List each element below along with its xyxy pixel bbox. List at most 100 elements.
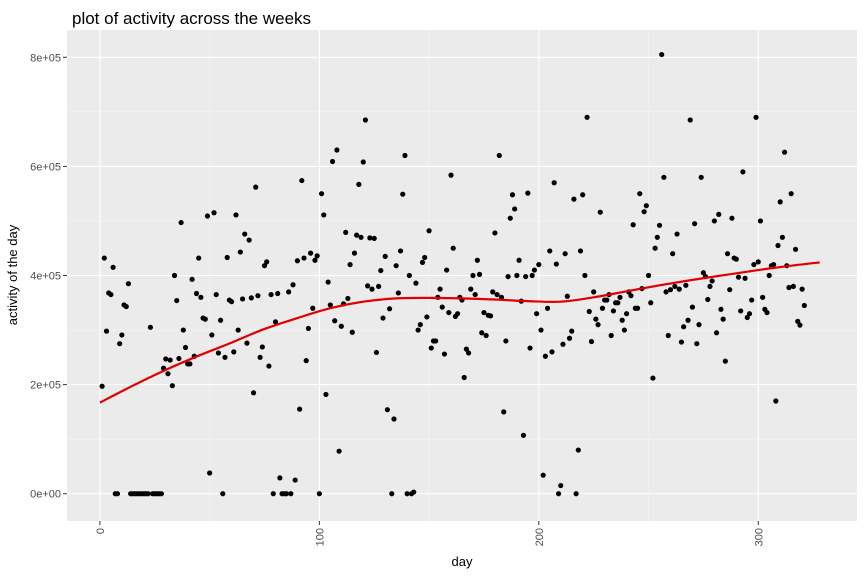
- data-point: [213, 291, 219, 298]
- data-point: [740, 169, 746, 175]
- data-point: [540, 472, 546, 478]
- data-point: [597, 209, 603, 215]
- data-point: [514, 272, 520, 279]
- data-point: [373, 349, 380, 356]
- data-point: [169, 383, 175, 389]
- data-point: [749, 297, 755, 303]
- data-point: [757, 218, 764, 224]
- data-point: [465, 350, 472, 356]
- data-point: [404, 491, 410, 497]
- data-point: [586, 308, 592, 315]
- data-point: [294, 258, 301, 264]
- data-point: [549, 349, 555, 355]
- data-point: [145, 491, 151, 497]
- data-point: [663, 289, 669, 295]
- data-point: [384, 407, 390, 413]
- data-point: [795, 318, 801, 324]
- data-point: [751, 261, 757, 268]
- data-point: [766, 272, 772, 279]
- data-point: [689, 304, 696, 310]
- x-axis-ticks: 0 100 200 300: [95, 521, 765, 546]
- data-point: [239, 296, 246, 302]
- data-point: [286, 289, 292, 295]
- data-point: [360, 159, 366, 165]
- data-point: [637, 191, 643, 197]
- data-point: [608, 332, 614, 339]
- data-point: [450, 245, 456, 251]
- data-point: [595, 322, 601, 328]
- data-point: [470, 272, 476, 279]
- data-point: [334, 147, 340, 153]
- data-point: [303, 358, 309, 364]
- data-point: [354, 232, 360, 238]
- data-point: [735, 274, 742, 280]
- data-point: [218, 317, 224, 323]
- data-point: [472, 291, 478, 298]
- data-point: [760, 294, 766, 300]
- data-point: [696, 322, 702, 328]
- data-point: [764, 309, 770, 316]
- data-point: [670, 251, 676, 257]
- data-point: [562, 251, 568, 257]
- data-point: [198, 294, 204, 300]
- data-point: [474, 257, 480, 263]
- data-point: [189, 276, 195, 282]
- data-point: [182, 344, 189, 351]
- data-point: [525, 190, 531, 196]
- data-point: [277, 475, 283, 481]
- data-point: [634, 305, 641, 311]
- data-point: [272, 319, 279, 325]
- data-point: [694, 341, 700, 347]
- data-point: [534, 311, 540, 317]
- data-point: [351, 250, 358, 256]
- data-point: [336, 448, 342, 454]
- data-point: [755, 259, 761, 265]
- data-point: [553, 261, 559, 267]
- data-point: [117, 341, 123, 347]
- data-point: [235, 327, 241, 333]
- data-point: [268, 291, 274, 298]
- data-point: [299, 177, 305, 184]
- data-point: [575, 447, 581, 453]
- data-point: [391, 416, 397, 422]
- data-point: [542, 353, 548, 359]
- data-point: [744, 314, 750, 321]
- data-point: [307, 250, 314, 256]
- data-point: [591, 289, 597, 295]
- data-point: [270, 491, 276, 497]
- data-point: [163, 356, 169, 362]
- data-point: [419, 259, 426, 266]
- data-point: [233, 212, 239, 218]
- data-point: [672, 283, 678, 290]
- data-point: [176, 355, 182, 362]
- data-point: [777, 199, 783, 205]
- data-point: [659, 51, 665, 58]
- data-point: [222, 354, 228, 360]
- data-point: [323, 391, 329, 398]
- data-point: [573, 491, 579, 497]
- data-point: [476, 271, 483, 278]
- data-point: [520, 432, 527, 438]
- chart-title: plot of activity across the weeks: [72, 9, 311, 28]
- data-point: [544, 305, 551, 311]
- data-point: [211, 210, 217, 216]
- y-tick-label: 8e+05: [30, 52, 61, 64]
- data-point: [204, 213, 211, 219]
- data-point: [496, 152, 502, 159]
- data-point: [402, 152, 408, 159]
- data-point: [292, 477, 298, 483]
- data-point: [584, 114, 590, 120]
- x-tick-label: 300: [753, 528, 765, 546]
- data-point: [481, 309, 487, 316]
- data-point: [483, 332, 489, 339]
- x-axis-title: day: [452, 554, 473, 569]
- data-point: [220, 491, 226, 497]
- data-point: [753, 114, 759, 120]
- data-point: [558, 482, 564, 489]
- data-point: [215, 350, 222, 356]
- data-point: [512, 206, 518, 212]
- data-point: [246, 237, 252, 243]
- data-point: [683, 282, 689, 288]
- data-point: [290, 282, 296, 288]
- data-point: [158, 491, 164, 497]
